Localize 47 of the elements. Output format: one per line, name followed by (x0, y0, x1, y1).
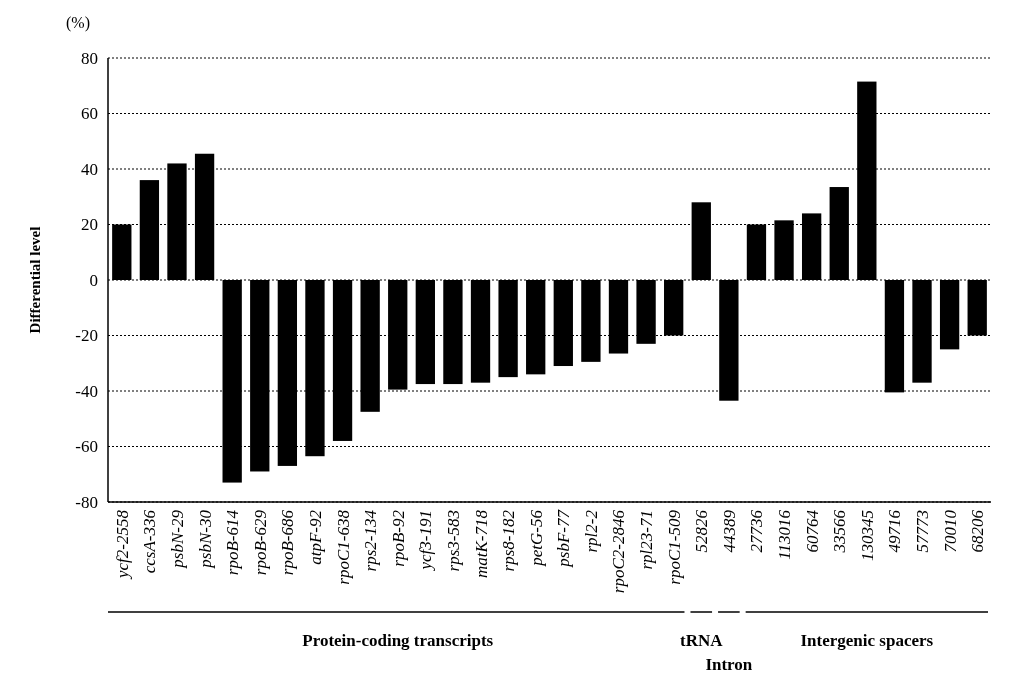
x-tick-label: rpoB-92 (388, 509, 408, 567)
text: Protein-coding transcripts (302, 631, 494, 650)
y-tick-label: -60 (75, 437, 98, 457)
x-tick-label: 68206 (968, 509, 988, 553)
y-tick-label: 0 (89, 270, 98, 290)
x-tick-label: 33566 (830, 509, 850, 554)
x-tick-label: ycf3-191 (416, 510, 436, 572)
x-tick-label: rps2-134 (361, 509, 381, 572)
x-tick-label: rps3-583 (443, 510, 463, 572)
x-tick-label: petG-56 (526, 509, 546, 567)
x-tick-label: ccsA-336 (140, 509, 160, 574)
x-tick-label: ycf2-2558 (112, 509, 132, 580)
x-tick-label: matK-718 (471, 509, 491, 578)
x-tick-label: rpl23-71 (637, 510, 657, 570)
x-tick-label: atpF-92 (305, 509, 325, 565)
x-tick-label: rpoB-614 (223, 509, 243, 576)
x-tick-label: 49716 (885, 509, 905, 553)
text: (%) (66, 14, 90, 32)
x-tick-label: 60764 (802, 509, 822, 553)
x-tick-label: rpoB-686 (278, 509, 298, 576)
x-tick-label: 44389 (719, 509, 739, 553)
x-tick-label: rps8-182 (499, 509, 519, 572)
x-tick-label: rpoB-629 (250, 509, 270, 576)
x-tick-label: rpl2-2 (581, 509, 601, 553)
y-tick-label: 80 (81, 48, 98, 68)
text: Intergenic spacers (800, 631, 934, 650)
x-tick-label: psbF-77 (554, 508, 574, 568)
y-tick-label: 60 (81, 104, 98, 124)
x-tick-label: rpoC1-638 (333, 509, 353, 585)
y-axis-title: Differential level (27, 226, 43, 334)
text: Intron (705, 655, 753, 674)
x-tick-label: 52826 (692, 509, 712, 553)
x-tick-label: 27736 (747, 509, 767, 553)
y-tick-label: -80 (75, 492, 98, 512)
x-tick-label: rpoC2-2846 (609, 509, 629, 594)
y-tick-label: 40 (81, 159, 98, 179)
x-tick-label: 113016 (775, 509, 795, 560)
x-tick-label: psbN-30 (195, 509, 215, 569)
y-tick-label: 20 (81, 215, 98, 235)
x-tick-label: psbN-29 (167, 509, 187, 569)
x-tick-label: 70010 (940, 509, 960, 553)
x-tick-label: 57773 (913, 510, 933, 553)
text: tRNA (680, 631, 724, 650)
y-tick-label: -40 (75, 381, 98, 401)
x-tick-label: 130345 (857, 510, 877, 561)
y-tick-label: -20 (75, 326, 98, 346)
x-tick-label: rpoC1-509 (664, 509, 684, 585)
